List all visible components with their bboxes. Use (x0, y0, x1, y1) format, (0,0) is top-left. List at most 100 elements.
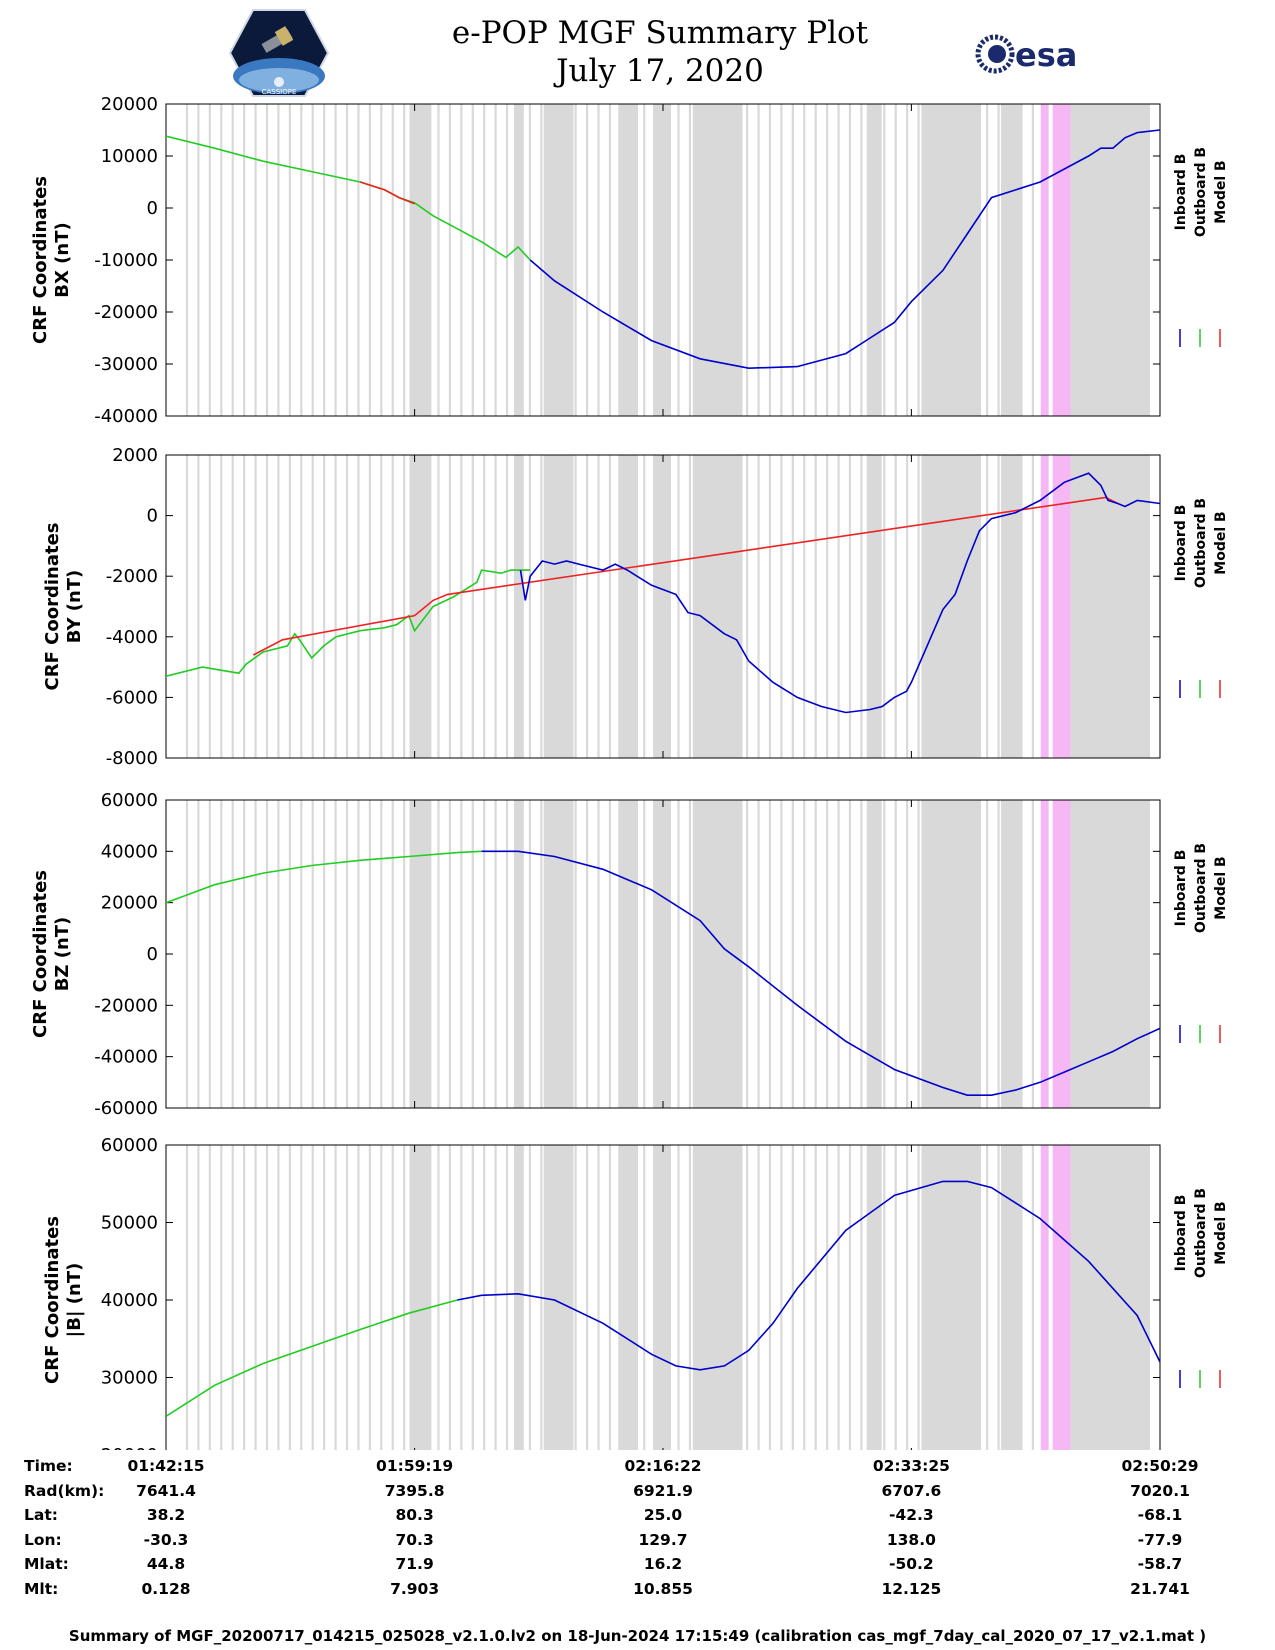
data-gap-band (300, 800, 303, 1108)
data-gap-band (894, 104, 897, 416)
data-gap-band (220, 104, 223, 416)
data-gap-band (437, 455, 440, 758)
data-gap-band (692, 104, 743, 416)
data-gap-band (243, 455, 246, 758)
data-gap-band (528, 1145, 532, 1450)
data-gap-band (460, 1145, 463, 1450)
data-gap-band (288, 800, 291, 1108)
data-gap-band (883, 800, 886, 1108)
data-gap-band (997, 800, 1000, 1108)
data-gap-band (837, 1145, 840, 1450)
data-gap-band (618, 455, 639, 758)
data-gap-band (288, 1145, 291, 1450)
data-gap-band (1000, 1145, 1021, 1450)
event-band (1052, 104, 1071, 416)
esa-logo-text: esa (1015, 36, 1077, 74)
data-gap-band (1020, 455, 1023, 758)
orbit-info-cell: -42.3 (889, 1506, 934, 1525)
y-axis-label-line2: BX (nT) (52, 222, 73, 297)
data-gap-band (543, 455, 574, 758)
data-gap-band (471, 800, 474, 1108)
title-line-2: July 17, 2020 (556, 53, 764, 89)
data-gap-band (1031, 800, 1034, 1108)
data-gap-band (208, 455, 211, 758)
data-gap-band (334, 800, 337, 1108)
data-gap-band (803, 800, 806, 1108)
data-gap-band (780, 1145, 783, 1450)
series-line-model-b (253, 496, 1119, 656)
data-gap-band (220, 1145, 223, 1450)
title-line-1: e-POP MGF Summary Plot (451, 15, 869, 51)
data-gap-band (585, 800, 589, 1108)
y-tick-label: -40000 (94, 1047, 158, 1068)
orbit-info-row-label: Mlat: (24, 1555, 69, 1574)
data-gap-band (618, 800, 639, 1108)
data-gap-band (768, 455, 772, 758)
data-gap-band (837, 800, 840, 1108)
data-gap-band (860, 455, 863, 758)
data-gap-band (185, 800, 189, 1108)
panel-2: 2000 0 -2000 -4000 -6000 -8000 CRF Coordinates… (42, 445, 1229, 769)
data-gap-band (265, 104, 269, 416)
event-band (1052, 1145, 1071, 1450)
orbit-info-cell: 6707.6 (881, 1481, 942, 1500)
data-gap-band (643, 104, 646, 416)
data-gap-band (986, 800, 989, 1108)
orbit-info-cell: 38.2 (146, 1506, 186, 1525)
orbit-info-row: Time: 01:42:15 01:59:19 02:16:22 02:33:25 02:… (24, 1457, 1264, 1482)
data-gap-band (883, 455, 886, 758)
data-gap-band (231, 104, 234, 416)
data-gap-band (391, 800, 394, 1108)
series-line-outboard-b (166, 135, 531, 261)
legend-label: Model B (1213, 1201, 1229, 1264)
cassiope-logo: CASSIOPE (228, 9, 330, 97)
data-gap-band (403, 800, 406, 1108)
data-gap-band (460, 104, 463, 416)
orbit-info-cell: -30.3 (143, 1530, 189, 1549)
data-gap-band (791, 455, 794, 758)
data-gap-band (653, 1145, 671, 1450)
orbit-info-row-label: Mlt: (24, 1579, 59, 1598)
data-gap-band (471, 104, 474, 416)
series-line-inboard-b (481, 850, 1160, 1096)
data-gap-band (803, 104, 806, 416)
data-gap-band (768, 1145, 772, 1450)
data-gap-band (791, 800, 794, 1108)
legend-label: Inboard B (1173, 154, 1189, 231)
orbit-info-row: Mlat: 44.8 71.9 16.2 -50.2 -58.7 (24, 1555, 1264, 1580)
y-axis-label-line1: CRF Coordinates (30, 176, 51, 344)
data-gap-band (254, 800, 257, 1108)
data-gap-band (197, 455, 200, 758)
data-gap-band (803, 455, 806, 758)
data-gap-band (540, 800, 543, 1108)
orbit-info-cell: 0.128 (141, 1579, 191, 1598)
data-gap-band (505, 1145, 509, 1450)
data-gap-band (300, 1145, 303, 1450)
data-gap-band (1060, 104, 1151, 416)
data-gap-band (921, 800, 982, 1108)
data-gap-band (334, 455, 337, 758)
data-gap-band (1020, 1145, 1023, 1450)
data-gap-band (780, 104, 783, 416)
data-gap-band (448, 1145, 451, 1450)
data-gap-band (311, 104, 314, 416)
data-gap-band (243, 104, 246, 416)
data-gap-band (437, 1145, 440, 1450)
data-gap-band (277, 455, 280, 758)
data-gap-band (757, 455, 760, 758)
data-gap-band (231, 1145, 234, 1450)
data-gap-band (688, 104, 692, 416)
y-tick-label: 0 (147, 506, 158, 527)
data-gap-band (917, 800, 920, 1108)
data-gap-band (528, 800, 532, 1108)
data-gap-band (643, 1145, 646, 1450)
data-gap-band (585, 1145, 589, 1450)
data-gap-band (357, 455, 360, 758)
data-gap-band (448, 455, 451, 758)
y-tick-label: -30000 (94, 354, 158, 375)
data-gap-band (860, 1145, 863, 1450)
orbit-info-row: Mlt: 0.128 7.903 10.855 12.125 21.741 (24, 1580, 1264, 1605)
data-gap-band (574, 455, 577, 758)
data-gap-band (791, 104, 794, 416)
data-gap-band (848, 1145, 852, 1450)
